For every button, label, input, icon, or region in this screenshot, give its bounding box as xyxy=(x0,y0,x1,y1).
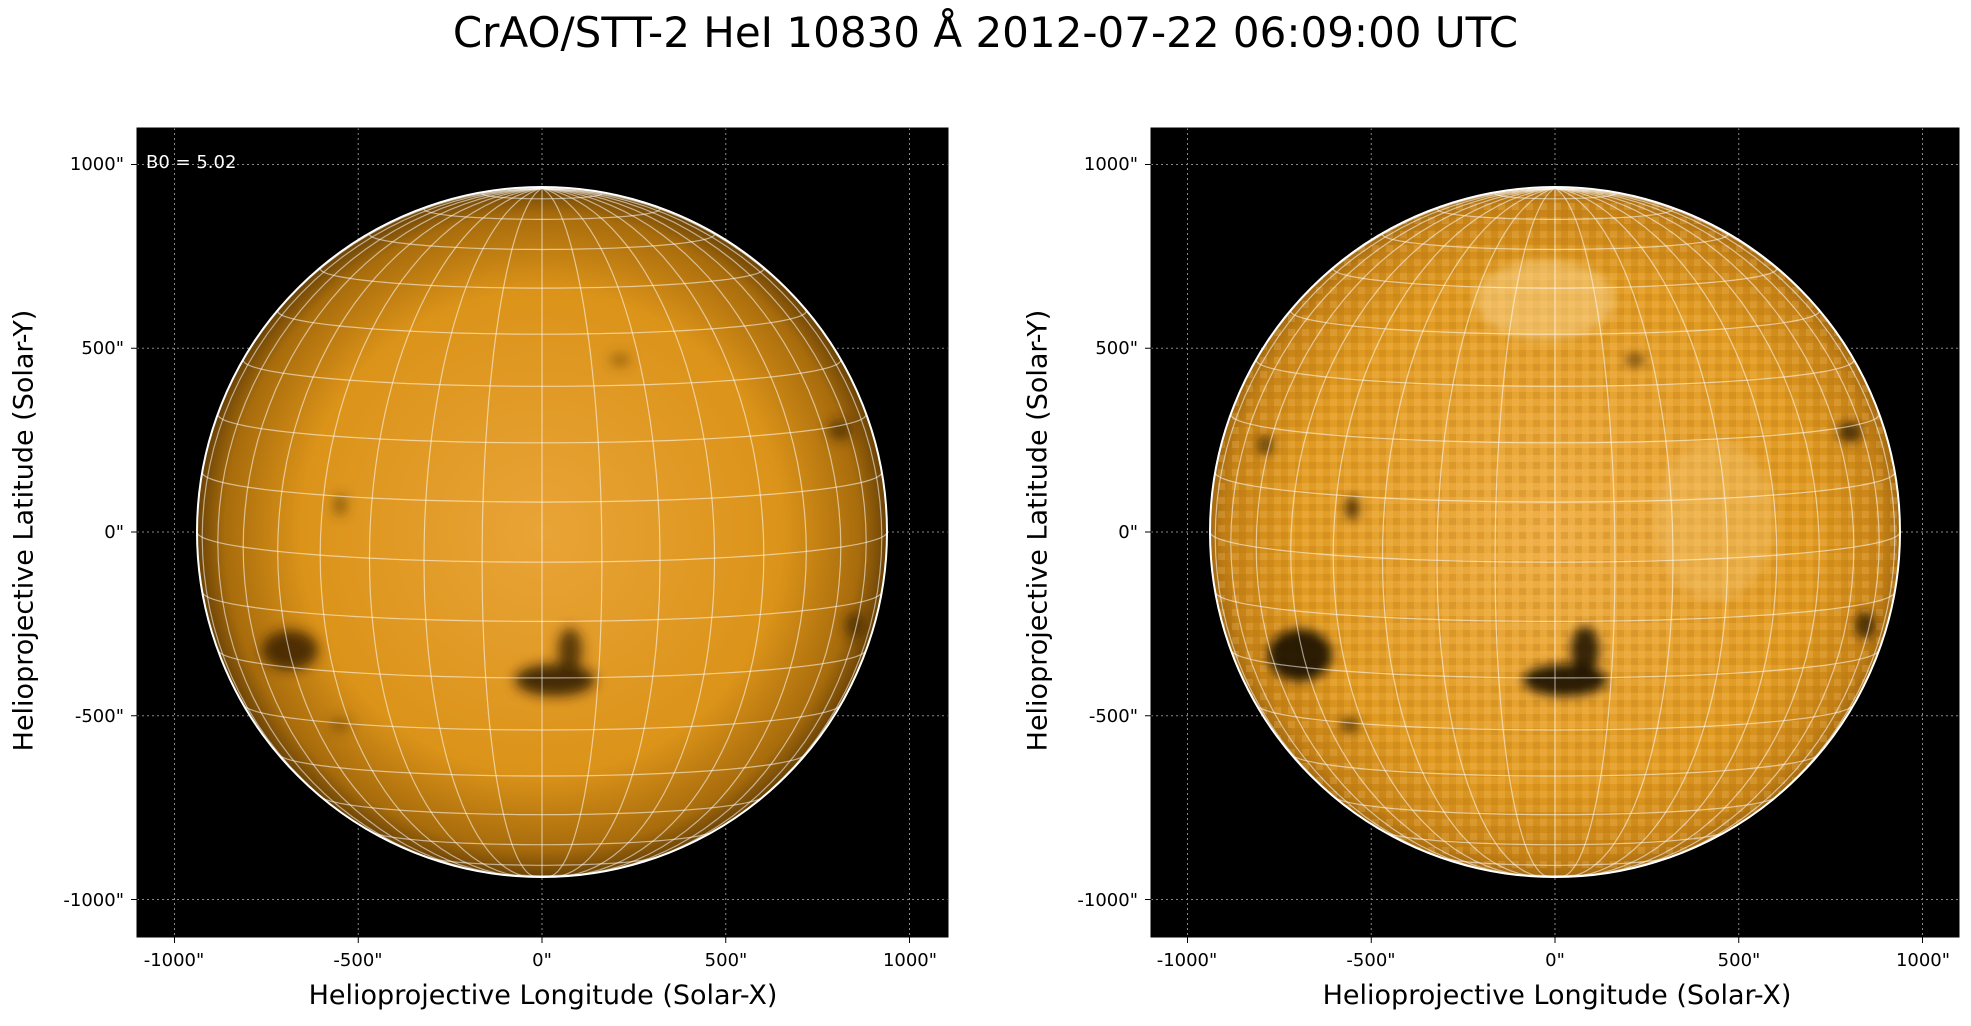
y-tick-label: -1000" xyxy=(63,890,124,911)
y-tick-label: 0" xyxy=(1118,522,1138,543)
longitude-line xyxy=(481,187,543,878)
longitude-line xyxy=(368,187,543,878)
longitude-line xyxy=(1554,187,1855,875)
longitude-line xyxy=(541,187,661,878)
axis-grid xyxy=(1145,128,1959,943)
y-tick-label: 500" xyxy=(1095,338,1138,359)
longitude-line xyxy=(541,187,603,878)
b0-annotation: B0 = 5.02 xyxy=(146,152,237,173)
longitude-line xyxy=(541,187,765,877)
longitude-line xyxy=(1554,187,1616,878)
y-tick-label: 1000" xyxy=(1083,154,1138,175)
longitude-line xyxy=(1255,187,1556,875)
longitude-line xyxy=(277,187,543,876)
x-tick-label: -500" xyxy=(1346,950,1396,971)
longitude-line xyxy=(541,187,716,878)
x-tick-label: 1000" xyxy=(882,950,938,971)
longitude-line xyxy=(541,187,867,871)
x-tick-label: -500" xyxy=(333,950,383,971)
y-tick-label: -500" xyxy=(74,706,124,727)
figure-title: CrAO/STT-2 HeI 10830 Å 2012-07-22 06:09:… xyxy=(452,8,1519,57)
longitude-line xyxy=(1554,187,1880,871)
plot-frame-right xyxy=(1150,127,1960,938)
x-tick-label: 0" xyxy=(532,950,552,971)
y-tick-label: -500" xyxy=(1088,706,1138,727)
longitude-line xyxy=(1436,187,1556,878)
limb-circle-left xyxy=(196,186,888,878)
longitude-line xyxy=(1290,187,1556,876)
y-tick-label: 1000" xyxy=(69,154,124,175)
y-tick-label: -1000" xyxy=(1077,890,1138,911)
panel-right: 1000" 500" 0" -500" -1000" -1000" -500" … xyxy=(1015,0,1971,1026)
longitude-line xyxy=(541,187,842,875)
y-axis-label: Helioprojective Latitude (Solar-Y) xyxy=(1022,309,1054,752)
plot-frame-left xyxy=(136,127,949,938)
y-tick-label: 0" xyxy=(104,522,124,543)
solar-disk-image-right xyxy=(1145,127,1960,943)
x-tick-label: 500" xyxy=(704,950,748,971)
x-tick-label: 0" xyxy=(1545,950,1565,971)
x-tick-label: 1000" xyxy=(1895,950,1951,971)
longitude-line xyxy=(1554,187,1820,876)
solar-disk-image-left xyxy=(131,127,949,943)
x-axis-label: Helioprojective Longitude (Solar-X) xyxy=(308,980,778,1011)
longitude-line xyxy=(1554,187,1729,878)
longitude-line xyxy=(242,187,543,875)
longitude-line xyxy=(1494,187,1556,878)
longitude-line xyxy=(1554,187,1674,878)
limb-circle-right xyxy=(1209,186,1901,878)
y-tick-label: 500" xyxy=(81,338,124,359)
panel-left: B0 = 5.02 1000" 500" 0" -500" -1000" -10… xyxy=(0,0,985,1026)
y-axis-label: Helioprojective Latitude (Solar-Y) xyxy=(8,309,40,752)
longitude-line xyxy=(423,187,543,878)
longitude-line xyxy=(217,187,543,871)
dark-features-left xyxy=(262,354,865,731)
x-tick-label: -1000" xyxy=(1156,950,1218,971)
longitude-line xyxy=(541,187,807,876)
x-axis-label: Helioprojective Longitude (Solar-X) xyxy=(1322,980,1792,1011)
longitude-line xyxy=(1230,187,1556,871)
longitude-line xyxy=(1381,187,1556,878)
longitude-line xyxy=(1332,187,1556,877)
x-tick-label: 500" xyxy=(1717,950,1761,971)
longitude-line xyxy=(1554,187,1778,877)
longitude-line xyxy=(319,187,543,877)
x-tick-label: -1000" xyxy=(143,950,205,971)
